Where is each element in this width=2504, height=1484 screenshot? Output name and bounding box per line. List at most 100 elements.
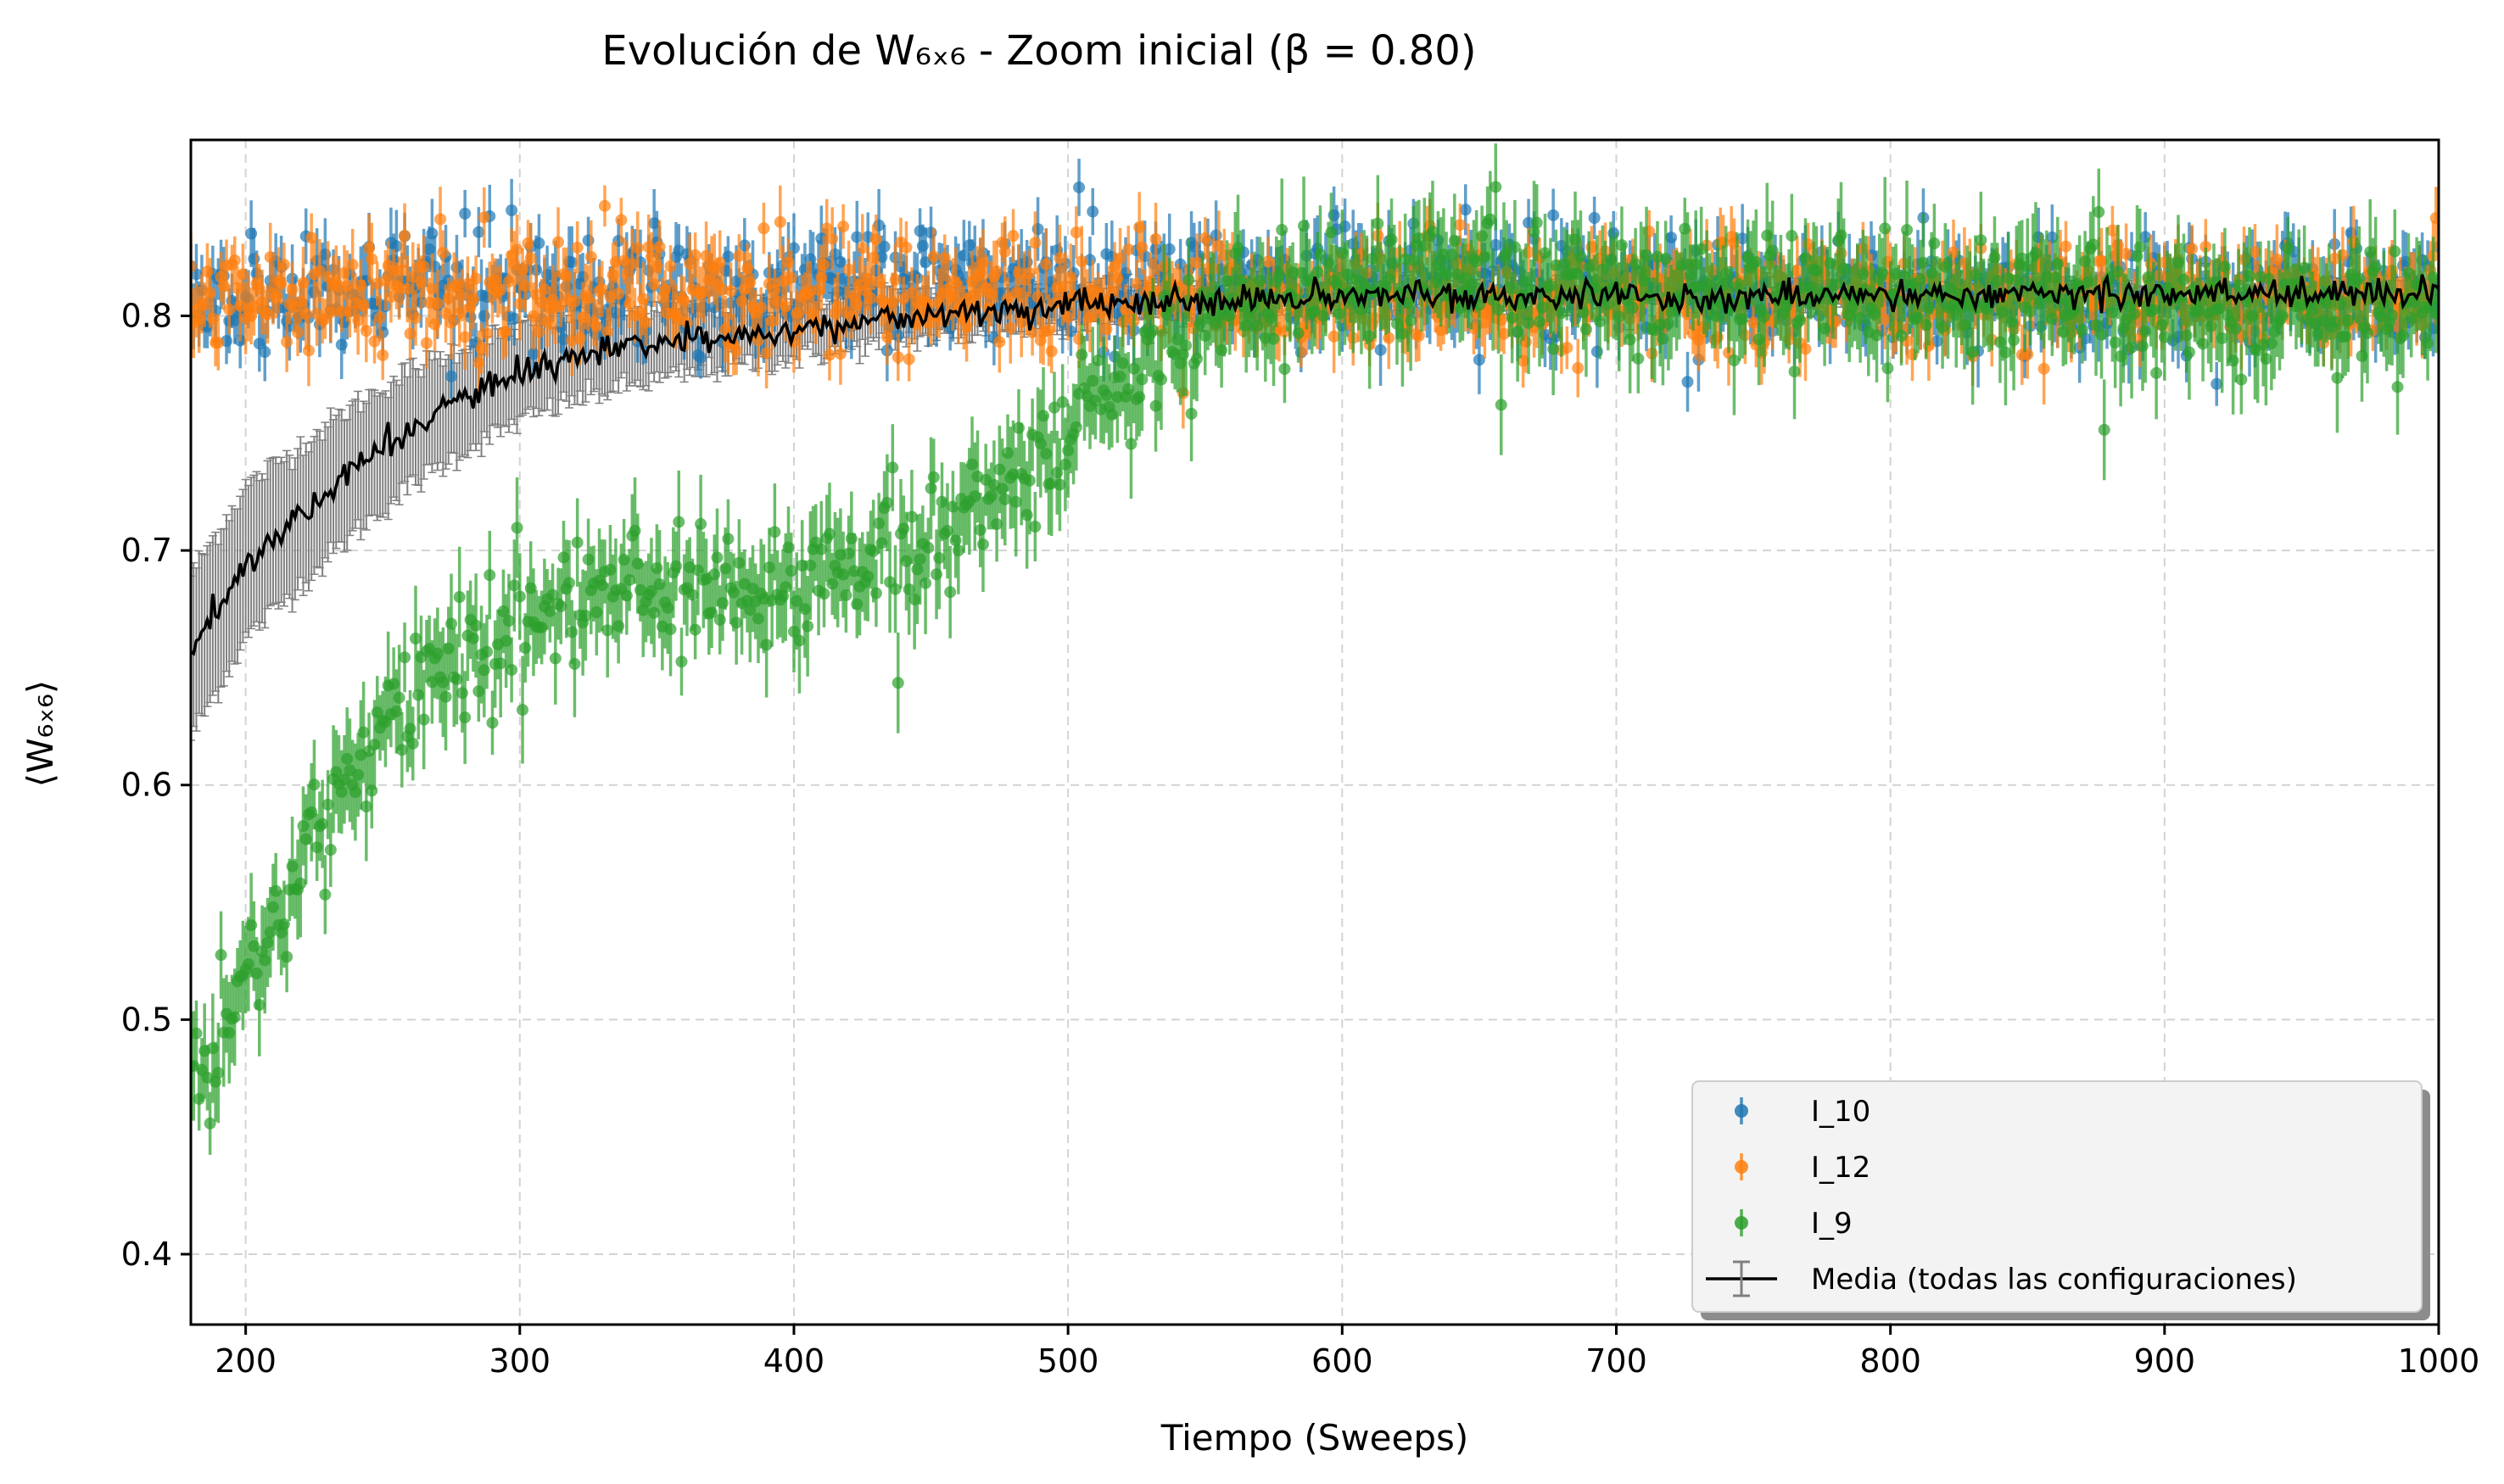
data-point bbox=[198, 298, 211, 311]
data-point bbox=[766, 315, 779, 327]
data-point bbox=[1122, 243, 1135, 256]
data-point bbox=[459, 207, 472, 220]
data-point bbox=[426, 282, 439, 295]
data-point bbox=[377, 349, 389, 361]
data-point bbox=[1473, 354, 1485, 366]
data-point bbox=[373, 311, 386, 324]
data-point bbox=[664, 259, 677, 272]
data-point bbox=[1029, 237, 1042, 249]
data-point bbox=[1588, 212, 1601, 225]
data-point bbox=[823, 349, 836, 361]
data-point bbox=[212, 337, 225, 349]
data-point bbox=[533, 237, 545, 249]
data-point bbox=[774, 215, 786, 228]
data-point bbox=[653, 241, 666, 254]
data-point bbox=[261, 308, 274, 321]
data-point bbox=[869, 233, 882, 246]
data-point bbox=[495, 283, 507, 296]
data-point bbox=[1136, 241, 1149, 254]
data-point bbox=[831, 300, 844, 313]
data-point bbox=[302, 344, 315, 357]
data-point bbox=[722, 250, 735, 263]
data-point bbox=[1062, 311, 1075, 324]
data-point bbox=[1040, 258, 1053, 271]
data-point bbox=[1327, 330, 1340, 343]
data-point bbox=[346, 259, 359, 271]
data-point bbox=[733, 249, 746, 262]
data-point bbox=[552, 236, 565, 248]
data-point bbox=[459, 331, 472, 343]
data-point bbox=[1045, 345, 1058, 358]
data-point bbox=[335, 305, 348, 318]
data-point bbox=[891, 351, 904, 364]
data-point bbox=[1547, 209, 1560, 221]
data-point bbox=[834, 348, 847, 360]
data-point bbox=[259, 346, 271, 359]
data-point bbox=[615, 214, 628, 226]
data-point bbox=[237, 268, 249, 281]
data-point bbox=[900, 241, 913, 254]
data-point bbox=[695, 351, 707, 364]
data-point bbox=[1459, 204, 1472, 216]
data-point bbox=[993, 336, 1006, 349]
data-point bbox=[755, 301, 768, 314]
data-point bbox=[991, 265, 1003, 278]
data-point bbox=[958, 249, 970, 262]
data-point bbox=[1374, 343, 1387, 356]
data-point bbox=[590, 320, 603, 332]
data-point bbox=[623, 298, 636, 310]
data-point bbox=[401, 282, 414, 295]
data-point bbox=[856, 242, 869, 254]
data-point bbox=[601, 326, 614, 338]
data-point bbox=[757, 222, 770, 235]
data-point bbox=[820, 222, 833, 235]
data-point bbox=[470, 272, 483, 285]
data-point bbox=[437, 247, 450, 259]
data-point bbox=[264, 251, 277, 264]
data-point bbox=[1087, 205, 1099, 218]
data-point bbox=[620, 268, 633, 281]
data-point bbox=[584, 250, 597, 263]
data-point bbox=[445, 370, 458, 382]
data-point bbox=[897, 293, 910, 305]
data-point bbox=[390, 240, 403, 253]
data-point bbox=[1054, 252, 1066, 265]
data-point bbox=[410, 311, 422, 324]
data-point bbox=[368, 335, 381, 348]
data-point bbox=[842, 263, 855, 276]
data-point bbox=[1163, 243, 1176, 255]
plot-area bbox=[191, 143, 2439, 1155]
data-point bbox=[1070, 226, 1082, 239]
data-point bbox=[837, 220, 850, 233]
data-point bbox=[640, 316, 652, 329]
data-point bbox=[524, 252, 537, 265]
data-point bbox=[475, 342, 488, 354]
data-point bbox=[228, 254, 241, 266]
data-point bbox=[519, 280, 532, 293]
data-point bbox=[645, 250, 657, 263]
data-point bbox=[511, 243, 523, 256]
data-point bbox=[878, 240, 891, 253]
data-point bbox=[998, 245, 1011, 258]
data-point bbox=[612, 287, 625, 300]
data-point bbox=[689, 248, 701, 261]
data-point bbox=[366, 253, 378, 265]
data-point bbox=[434, 213, 447, 226]
data-point bbox=[582, 292, 595, 304]
data-point bbox=[889, 274, 902, 287]
data-point bbox=[2211, 377, 2223, 390]
data-point bbox=[927, 250, 940, 263]
data-point bbox=[431, 297, 444, 310]
data-point bbox=[1262, 255, 1275, 268]
data-point bbox=[223, 303, 236, 315]
data-point bbox=[818, 259, 830, 271]
data-point bbox=[864, 292, 877, 304]
data-point bbox=[826, 232, 839, 245]
data-point bbox=[352, 314, 365, 326]
data-point bbox=[1073, 181, 1086, 193]
data-point bbox=[500, 326, 512, 338]
data-point bbox=[571, 241, 584, 254]
data-point bbox=[780, 300, 792, 313]
data-point bbox=[481, 327, 494, 340]
